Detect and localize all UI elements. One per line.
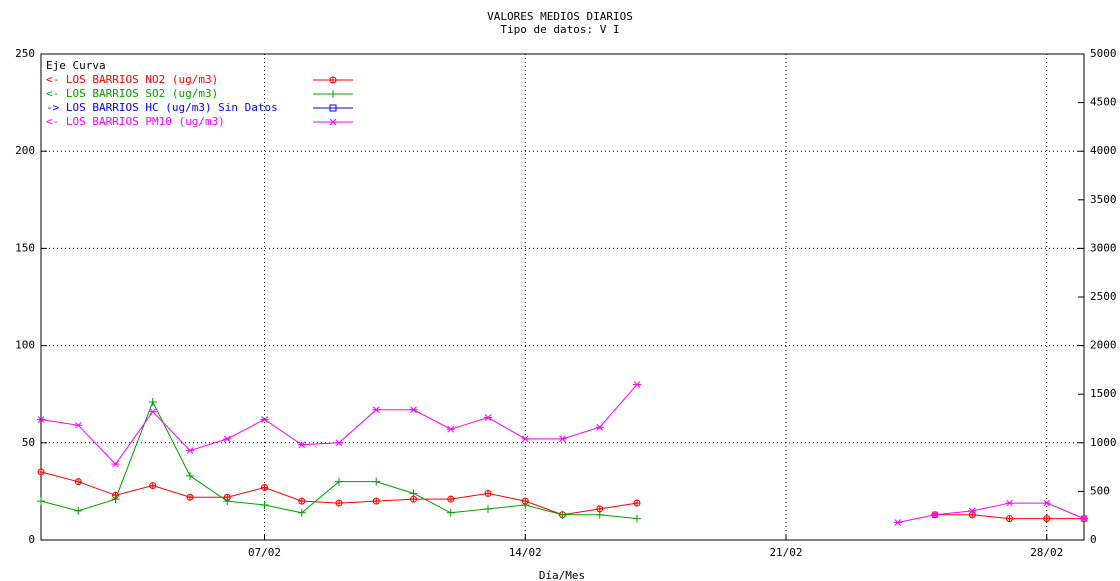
marker [484,489,492,497]
marker [372,406,381,414]
legend-label: <- LOS BARRIOS SO2 (ug/m3) [46,87,218,100]
marker [335,499,343,507]
marker [521,501,530,510]
marker [446,508,455,517]
marker [1042,499,1051,507]
marker [186,447,194,454]
marker [111,495,120,504]
marker [186,471,194,480]
y2-tick-label: 1000 [1090,436,1117,449]
y2-tick-label: 2000 [1090,339,1117,352]
marker [931,511,939,519]
legend-label: -> LOS BARRIOS HC (ug/m3) Sin Datos [46,101,278,114]
marker [595,510,604,519]
marker [484,414,492,421]
marker [372,497,380,505]
marker [558,435,567,443]
y-tick-label: 200 [15,144,35,157]
marker [186,493,194,501]
marker [447,495,455,503]
marker [261,484,269,491]
marker [335,477,343,486]
marker [633,381,641,388]
x-tick-label: 14/02 [509,546,542,559]
marker [1043,515,1051,523]
series-line [40,384,1085,523]
x-tick-label: 28/02 [1030,546,1063,559]
marker [74,506,83,515]
y2-tick-label: 2500 [1090,290,1117,303]
y2-tick-label: 3500 [1090,193,1117,206]
marker [298,497,306,505]
marker [329,90,337,98]
y2-tick-label: 5000 [1090,47,1117,60]
marker [372,477,381,486]
marker [633,499,641,507]
marker [1080,515,1088,522]
marker [74,421,83,429]
marker [1006,515,1014,523]
y2-tick-label: 4500 [1090,96,1117,109]
chart-subtitle: Tipo de datos: V I [500,23,619,36]
marker [968,507,977,515]
y2-tick-label: 1500 [1090,387,1117,400]
y2-tick-label: 3000 [1090,241,1117,254]
marker [446,425,455,433]
marker [335,439,343,447]
marker [633,514,641,523]
legend-label: <- LOS BARRIOS NO2 (ug/m3) [46,73,218,86]
marker [558,510,567,519]
x-tick-label: 07/02 [248,546,281,559]
marker [297,508,306,517]
y-tick-label: 150 [15,241,35,254]
marker [37,468,45,476]
x-tick-label: 21/02 [769,546,802,559]
y2-tick-label: 4000 [1090,144,1117,157]
marker [37,497,45,506]
y-tick-label: 100 [15,339,35,352]
marker [521,435,530,443]
marker [595,423,604,431]
legend-label: <- LOS BARRIOS PM10 (ug/m3) [46,115,225,128]
marker [223,497,232,506]
marker [148,408,157,416]
marker [484,504,492,513]
marker [111,460,120,468]
marker [329,118,337,126]
y-tick-label: 50 [22,436,35,449]
marker [409,489,418,498]
marker [223,435,232,443]
marker [148,397,157,406]
chart-title: VALORES MEDIOS DIARIOS [487,10,633,23]
marker [329,76,337,84]
y2-tick-label: 500 [1090,484,1110,497]
marker [297,441,306,449]
y-tick-label: 0 [28,533,35,546]
x-axis-label: Día/Mes [539,569,585,581]
y2-tick-label: 0 [1090,533,1097,546]
marker [37,416,45,423]
marker [893,519,902,526]
marker [260,416,269,423]
marker [149,482,157,489]
y-tick-label: 250 [15,47,35,60]
marker [1005,499,1014,507]
marker [329,104,337,112]
legend-title: Eje Curva [46,59,106,72]
marker [260,501,269,510]
marker [409,406,418,414]
marker [74,478,82,486]
